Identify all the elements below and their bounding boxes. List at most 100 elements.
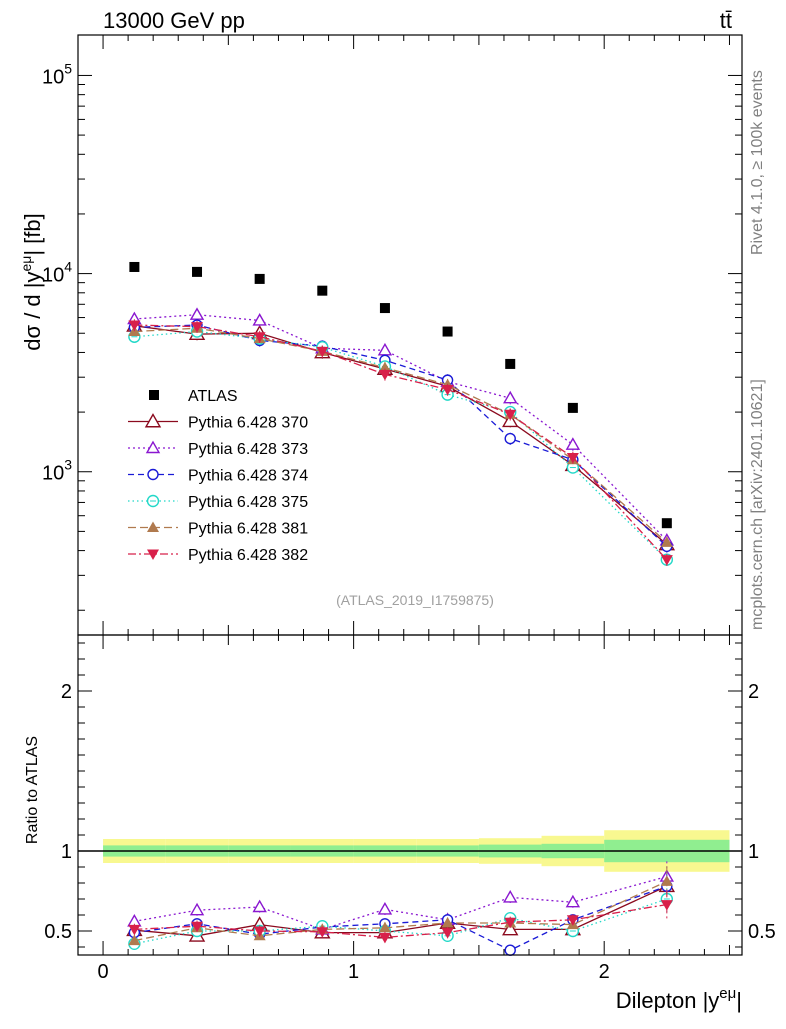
atlas-point [442,326,453,337]
legend-entry-p381: Pythia 6.428 381 [128,521,308,538]
main-y-tick-exp: 5 [64,60,72,76]
atlas-point-shape [129,261,140,272]
x-axis-label-text: Dilepton |y [616,988,720,1013]
ratio-point-p382 [253,926,266,937]
ratio-point-p382-shape [253,926,266,937]
atlas-point-shape [442,326,453,337]
ratio-point-p382 [316,927,329,938]
ratio-point-p373 [565,894,581,908]
ratio-point-p373-shape [377,901,393,915]
legend: ATLAS Pythia 6.428 370 Pythia 6.428 373 Pyt… [128,388,308,564]
atlas-point [317,285,328,296]
main-y-tick-base: 10 [42,66,64,88]
legend-label-p374: Pythia 6.428 374 [188,468,308,485]
main-panel-frame [77,34,743,636]
main-y-axis-label-text: dσ / d |y [20,272,45,351]
ratio-point-p381 [441,917,454,928]
atlas-point-shape [192,266,203,277]
atlas-point [129,261,140,272]
atlas-point [254,273,265,284]
main-y-tick-exp: 3 [64,457,72,473]
ratio-point-p382 [191,921,204,933]
x-axis-label-sup: eμ [719,985,736,1002]
ratio-point-p382-shape [128,924,141,936]
legend-label-p375: Pythia 6.428 375 [188,494,308,511]
ratio-y-tick-label-left: 2 [61,681,72,703]
series-point-p382-shape [316,346,329,358]
series-point-p382 [191,322,204,333]
legend-marker-p370-shape [144,413,162,428]
atlas-point [567,402,578,413]
series-point-p373-shape [565,437,581,450]
ratio-point-p370 [502,920,519,936]
ratio-band-group [78,830,742,872]
ratio-point-p373-shape [252,899,267,913]
energy-label: 13000 GeV pp [103,8,245,33]
atlas-point-shape [661,518,672,529]
legend-marker-p374 [147,468,159,481]
ratio-y-tick-label-left: 0.5 [44,921,72,943]
ratio-point-p382 [128,924,141,936]
ratio-point-p373-shape [503,889,518,903]
series-point-p382 [253,332,266,343]
ratio-point-p382 [441,928,454,939]
series-point-p382-shape [128,320,141,332]
ratio-point-p382-shape [566,915,579,926]
ratio-point-p374-shape [504,944,516,956]
series-point-p373-shape [189,307,205,320]
legend-marker-p381-shape [147,521,159,532]
atlas-point-shape [505,358,516,369]
ratio-point-p370-shape [502,920,519,936]
series-line-p370 [134,325,668,545]
series-point-p382 [128,320,141,332]
ratio-y-tick-label-left: 1 [61,841,72,863]
ratio-point-p381-shape [660,875,673,886]
ratio-point-p381 [660,875,673,886]
series-point-p382-shape [504,409,517,421]
source-label: mcplots.cern.ch [arXiv:2401.10621] [749,379,766,630]
series-point-p373 [377,342,393,356]
legend-marker-p375 [146,494,160,508]
series-point-p382-shape [191,322,204,333]
x-axis-label-tail: | [736,988,742,1013]
ratio-point-p373 [503,889,518,903]
legend-marker-p381 [147,521,159,532]
series-point-p382-shape [566,453,579,464]
legend-label-atlas: ATLAS [188,388,238,405]
main-y-tick-label: 105 [42,60,72,88]
ratio-line-p375 [134,898,668,945]
legend-marker-atlas-shape [149,390,159,400]
legend-entry-p375: Pythia 6.428 375 [128,494,308,511]
ratio-axes-group: 0.5 0.5 1 1 2 2 0 1 2 [44,635,776,983]
series-point-p373-shape [503,390,518,404]
series-point-p373-shape [252,313,267,326]
legend-label-p373: Pythia 6.428 373 [188,441,308,458]
legend-marker-p374-shape [147,468,159,481]
ratio-point-p374 [504,944,516,956]
ratio-y-tick-label-right: 0.5 [748,921,776,943]
atlas-point-shape [254,273,265,284]
x-tick-label: 2 [599,961,610,983]
series-point-p381 [660,536,673,547]
legend-label-p370: Pythia 6.428 370 [188,415,308,432]
series-layer [126,261,676,956]
series-point-p374-shape [504,432,516,445]
ratio-point-p382 [504,917,517,929]
legend-marker-p370 [144,413,162,428]
ratio-line-p381 [134,880,668,942]
atlas-point-shape [379,303,390,314]
series-point-p382-shape [253,332,266,343]
main-y-axis-label: dσ / d |yeμ| [fb] [18,213,45,350]
series-point-p381-shape [378,361,391,373]
series-point-p374 [504,432,516,445]
legend-marker-atlas [149,390,159,400]
series-point-p382 [316,346,329,358]
series-point-p382-shape [378,369,391,381]
ratio-point-p373-shape [189,902,205,916]
series-point-p373-shape [377,342,393,356]
x-axis-label: Dilepton |yeμ| [616,985,742,1013]
main-y-tick-label: 104 [42,259,72,287]
ratio-line-p370 [134,885,668,937]
